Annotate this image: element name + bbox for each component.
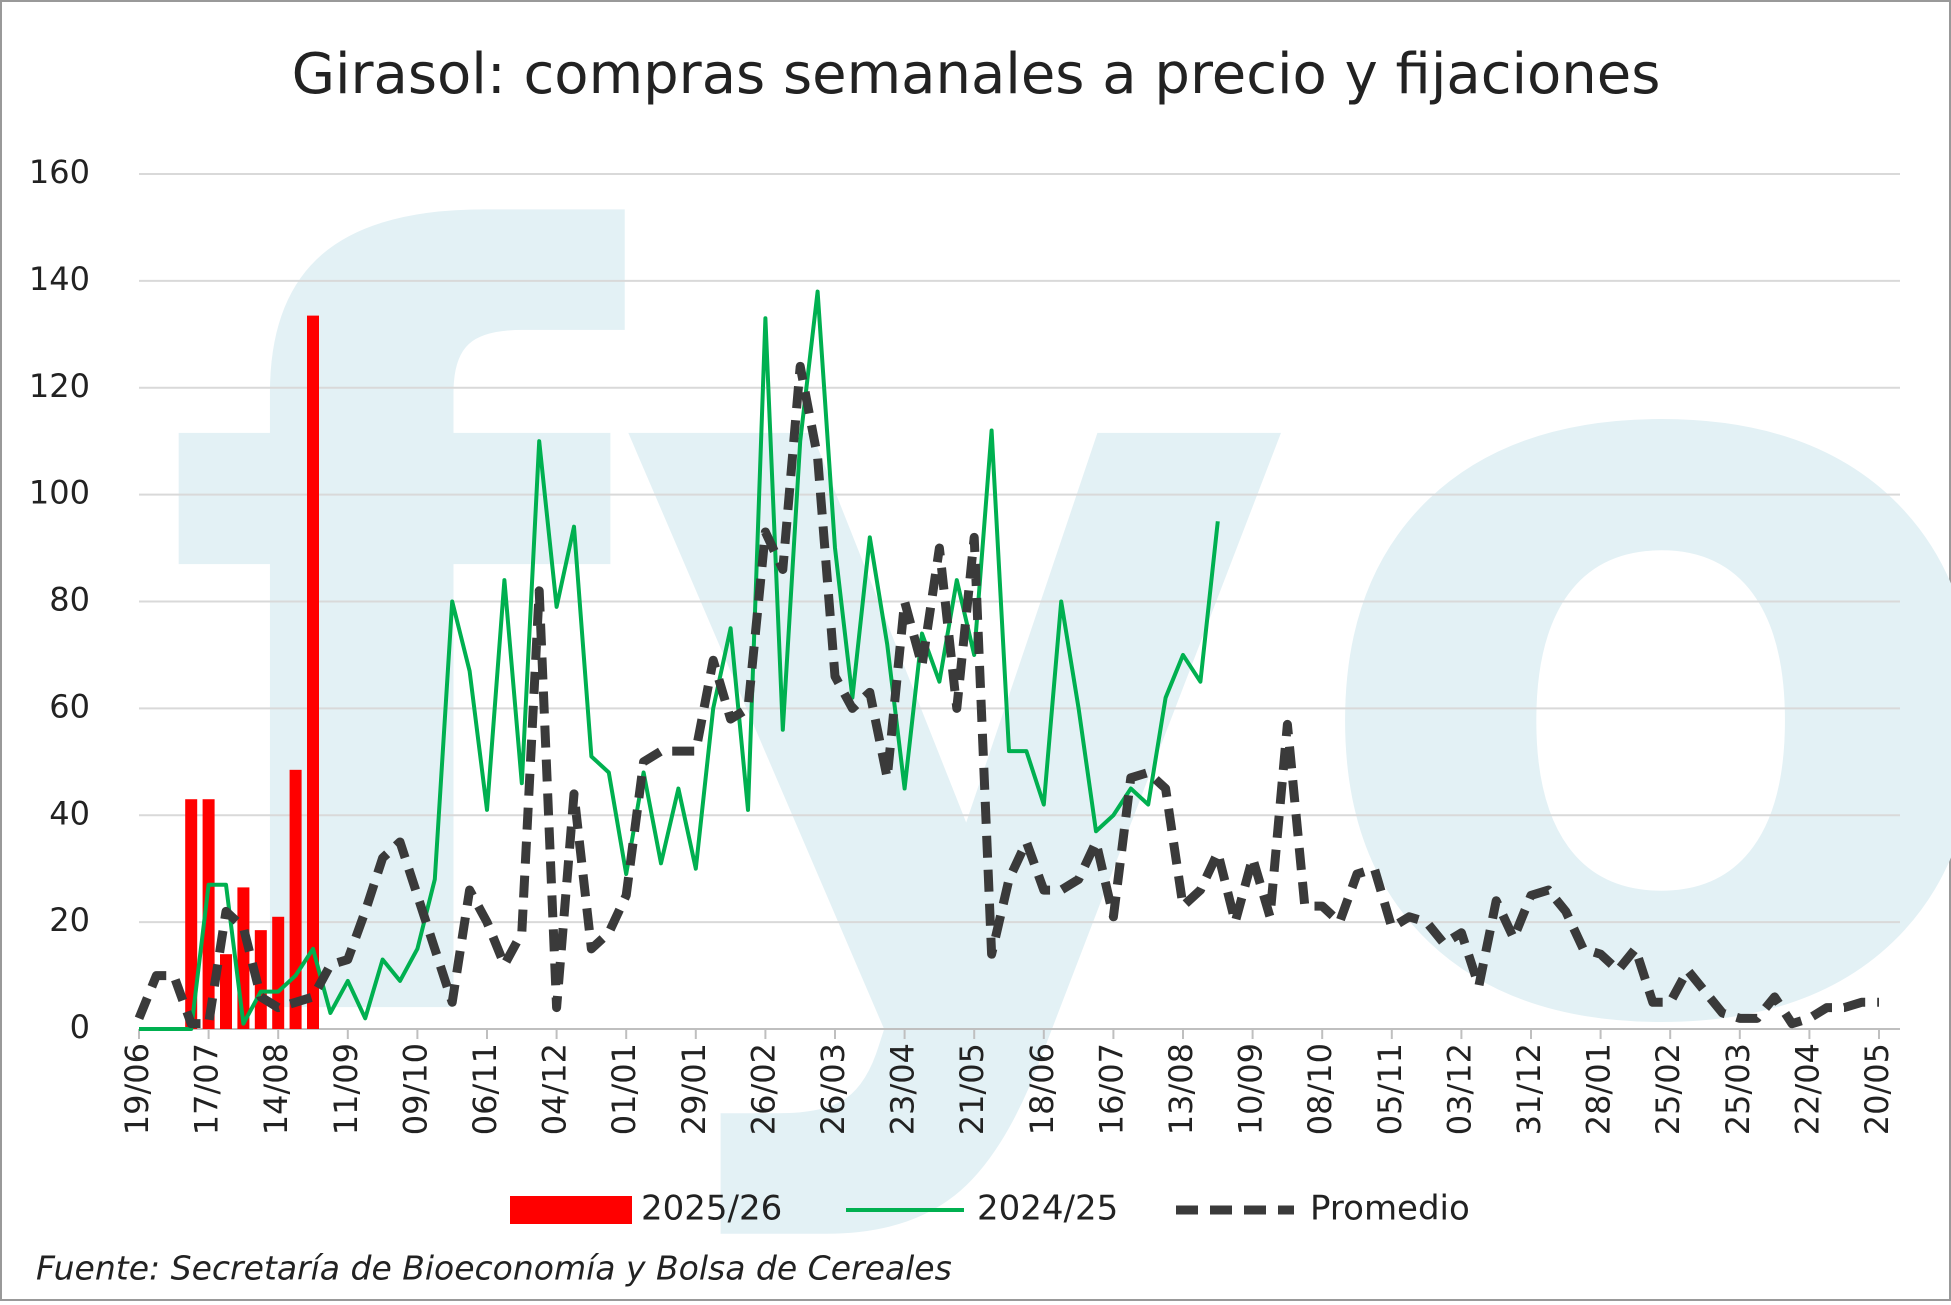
y-tick-label: 60 bbox=[49, 687, 90, 725]
x-tick-label: 13/08 bbox=[1162, 1043, 1200, 1135]
line bbox=[139, 289, 1220, 1031]
legend-label: 2025/26 bbox=[641, 1189, 782, 1229]
bar bbox=[272, 916, 285, 1029]
x-tick-label: 06/11 bbox=[466, 1043, 504, 1135]
x-tick-label: 01/01 bbox=[605, 1043, 643, 1135]
x-tick-label: 08/10 bbox=[1301, 1043, 1339, 1135]
x-tick-label: 22/04 bbox=[1788, 1043, 1826, 1135]
legend-swatch bbox=[510, 1196, 632, 1224]
bar bbox=[202, 799, 215, 1029]
bar bbox=[307, 315, 319, 1029]
x-tick-label: 03/12 bbox=[1440, 1043, 1478, 1135]
legend-label: Promedio bbox=[1310, 1189, 1470, 1229]
x-tick-label: 21/05 bbox=[953, 1043, 991, 1135]
x-tick-label: 16/07 bbox=[1092, 1043, 1130, 1135]
x-tick-label: 04/12 bbox=[536, 1043, 574, 1135]
bar bbox=[220, 954, 232, 1029]
x-tick-label: 31/12 bbox=[1510, 1043, 1548, 1135]
y-tick-label: 160 bbox=[29, 153, 90, 191]
y-tick-label: 100 bbox=[29, 474, 90, 512]
chart-title: Girasol: compras semanales a precio y fi… bbox=[292, 42, 1661, 107]
y-tick-label: 40 bbox=[49, 794, 90, 832]
y-tick-label: 80 bbox=[49, 581, 90, 619]
x-tick-label: 20/05 bbox=[1858, 1043, 1896, 1135]
y-tick-label: 0 bbox=[70, 1008, 90, 1046]
legend-label: 2024/25 bbox=[977, 1189, 1118, 1229]
watermark: fyo bbox=[159, 32, 1951, 1255]
bar bbox=[185, 799, 198, 1029]
x-tick-label: 10/09 bbox=[1232, 1043, 1270, 1135]
x-tick-label: 14/08 bbox=[257, 1043, 295, 1135]
x-tick-label: 26/03 bbox=[814, 1043, 852, 1135]
x-tick-label: 29/01 bbox=[675, 1043, 713, 1135]
x-tick-label: 23/04 bbox=[884, 1043, 922, 1135]
x-tick-label: 18/06 bbox=[1023, 1043, 1061, 1135]
bar bbox=[289, 769, 302, 1029]
y-tick-label: 120 bbox=[29, 367, 90, 405]
x-tick-label: 26/02 bbox=[744, 1043, 782, 1135]
x-tick-label: 19/06 bbox=[118, 1043, 156, 1135]
x-tick-label: 28/01 bbox=[1580, 1043, 1618, 1135]
y-tick-label: 140 bbox=[29, 260, 90, 298]
y-tick-label: 20 bbox=[49, 901, 90, 939]
x-tick-label: 09/10 bbox=[396, 1043, 434, 1135]
x-tick-label: 17/07 bbox=[188, 1043, 226, 1135]
x-tick-label: 25/03 bbox=[1719, 1043, 1757, 1135]
x-tick-label: 11/09 bbox=[327, 1043, 365, 1135]
x-tick-label: 25/02 bbox=[1649, 1043, 1687, 1135]
source-note: Fuente: Secretaría de Bioeconomía y Bols… bbox=[36, 1249, 952, 1288]
x-tick-label: 05/11 bbox=[1371, 1043, 1409, 1135]
